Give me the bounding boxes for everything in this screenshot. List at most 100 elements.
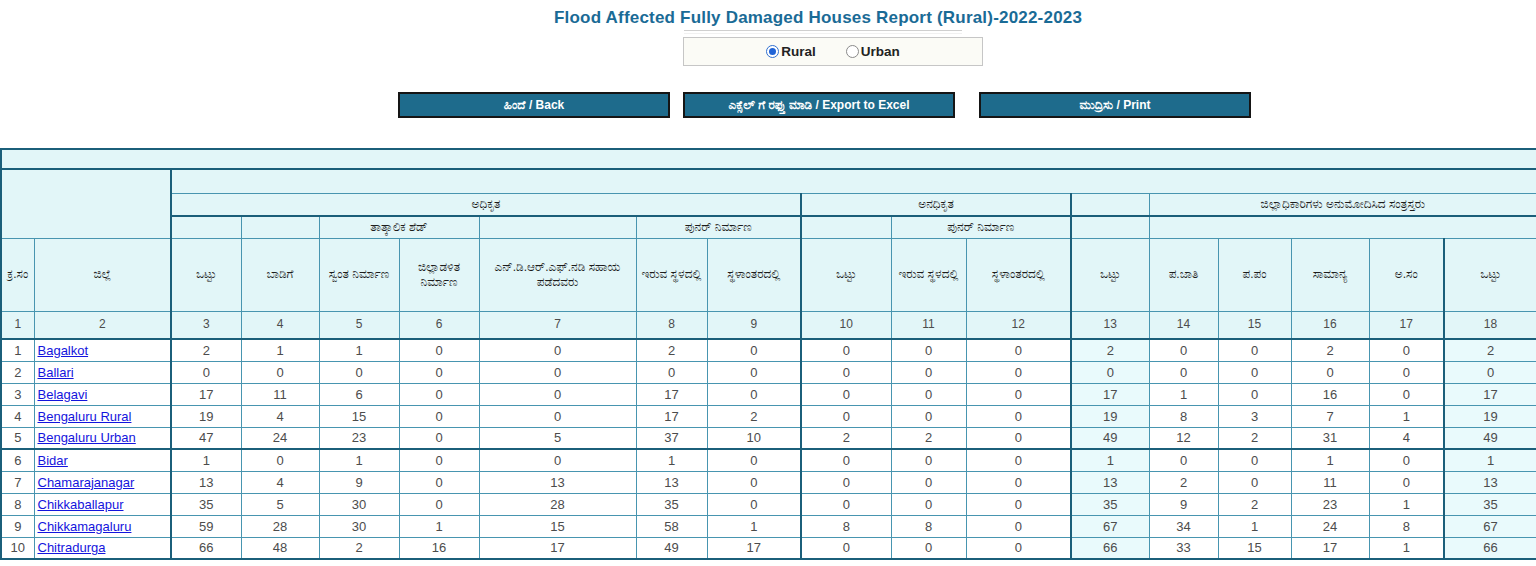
table-row: 5Bengaluru Urban472423053710220491223144… [1,427,1536,449]
header-group-row: ಅಧಿಕೃತ ಅನಧಿಕೃತ ಜಿಲ್ಲಾಧಿಕಾರಿಗಳು ಅನುಮೋದಿಸಿ… [1,193,1536,216]
group-header-authorized: ಅಧಿಕೃತ [171,193,801,216]
value-cell: 0 [1218,471,1291,493]
value-cell: 2 [636,339,707,361]
empty-header-cell [479,216,636,238]
value-cell: 0 [399,405,479,427]
value-cell: 0 [891,405,966,427]
serial-cell: 7 [1,471,34,493]
table-row: 3Belagavi1711600170000171016017 [1,383,1536,405]
value-cell: 8 [1369,515,1444,537]
rural-radio-button[interactable] [766,45,779,58]
value-cell: 0 [707,361,801,383]
value-cell: 16 [1291,383,1369,405]
value-cell: 23 [319,427,399,449]
col-number: 9 [707,311,801,339]
value-cell: 0 [479,361,636,383]
value-cell: 2 [1071,339,1149,361]
print-button[interactable]: ಮುದ್ರಿಸು / Print [979,92,1251,118]
value-cell: 0 [891,383,966,405]
col-header-general: ಸಾಮಾನ್ಯ [1291,238,1369,311]
radio-option-rural[interactable]: Rural [766,44,816,59]
col-header-district: ಜಿಲ್ಲೆ [34,238,171,311]
empty-header-cell [1,149,1536,169]
district-link[interactable]: Belagavi [38,387,88,402]
col-number: 11 [891,311,966,339]
value-cell: 2 [1291,339,1369,361]
value-cell: 0 [1444,361,1536,383]
value-cell: 0 [479,405,636,427]
value-cell: 0 [801,537,891,559]
table-row: 10Chitradurga664821617491700066331517166 [1,537,1536,559]
district-link[interactable]: Ballari [38,365,74,380]
value-cell: 28 [241,515,319,537]
value-cell: 37 [636,427,707,449]
value-cell: 16 [399,537,479,559]
value-cell: 0 [966,449,1071,471]
value-cell: 0 [966,493,1071,515]
table-row: 4Bengaluru Rural194150017200019837119 [1,405,1536,427]
district-cell: Bengaluru Rural [34,405,171,427]
value-cell: 24 [241,427,319,449]
value-cell: 0 [171,361,241,383]
value-cell: 1 [1444,449,1536,471]
value-cell: 1 [707,515,801,537]
subgroup-header-reconstruction-auth: ಪುನರ್ ನಿರ್ಮಾಣ [636,216,801,238]
district-link[interactable]: Chitradurga [38,540,106,555]
value-cell: 1 [1071,449,1149,471]
empty-header-cell [241,216,319,238]
radio-option-urban[interactable]: Urban [846,44,900,59]
table-row: 9Chikkamagaluru5928301155818806734124867 [1,515,1536,537]
value-cell: 0 [399,427,479,449]
value-cell: 1 [636,449,707,471]
value-cell: 0 [966,383,1071,405]
district-link[interactable]: Chikkaballapur [38,497,124,512]
serial-cell: 4 [1,405,34,427]
district-link[interactable]: Bidar [38,453,68,468]
value-cell: 17 [1291,537,1369,559]
title-divider [684,30,962,34]
value-cell: 10 [707,427,801,449]
value-cell: 1 [319,449,399,471]
value-cell: 4 [1369,427,1444,449]
value-cell: 0 [801,361,891,383]
value-cell: 0 [801,471,891,493]
page-title: Flood Affected Fully Damaged Houses Repo… [554,8,1082,28]
value-cell: 30 [319,493,399,515]
back-button[interactable]: ಹಿಂದೆ / Back [398,92,670,118]
value-cell: 35 [1444,493,1536,515]
value-cell: 1 [399,515,479,537]
value-cell: 9 [319,471,399,493]
serial-cell: 3 [1,383,34,405]
value-cell: 0 [479,339,636,361]
value-cell: 17 [1071,383,1149,405]
district-link[interactable]: Chikkamagaluru [38,519,132,534]
value-cell: 2 [801,427,891,449]
district-cell: Chikkamagaluru [34,515,171,537]
value-cell: 0 [707,383,801,405]
value-cell: 0 [966,537,1071,559]
district-link[interactable]: Bengaluru Rural [38,409,132,424]
table-row: 8Chikkaballapur35530028350000359223135 [1,493,1536,515]
district-cell: Bengaluru Urban [34,427,171,449]
value-cell: 2 [707,405,801,427]
value-cell: 2 [1444,339,1536,361]
value-cell: 0 [891,361,966,383]
value-cell: 17 [636,383,707,405]
district-link[interactable]: Bagalkot [38,343,89,358]
value-cell: 0 [1291,361,1369,383]
serial-cell: 8 [1,493,34,515]
value-cell: 0 [399,383,479,405]
export-excel-button[interactable]: ಎಕ್ಸೆಲ್ ಗೆ ರಫ್ತು ಮಾಡಿ / Export to Excel [683,92,955,118]
value-cell: 17 [479,537,636,559]
urban-radio-button[interactable] [846,45,859,58]
value-cell: 8 [801,515,891,537]
empty-header-cell [1071,193,1149,216]
col-number: 15 [1218,311,1291,339]
value-cell: 0 [241,361,319,383]
district-cell: Chamarajanagar [34,471,171,493]
value-cell: 0 [399,339,479,361]
value-cell: 0 [707,493,801,515]
district-link[interactable]: Bengaluru Urban [38,430,136,445]
district-link[interactable]: Chamarajanagar [38,475,135,490]
district-cell: Belagavi [34,383,171,405]
